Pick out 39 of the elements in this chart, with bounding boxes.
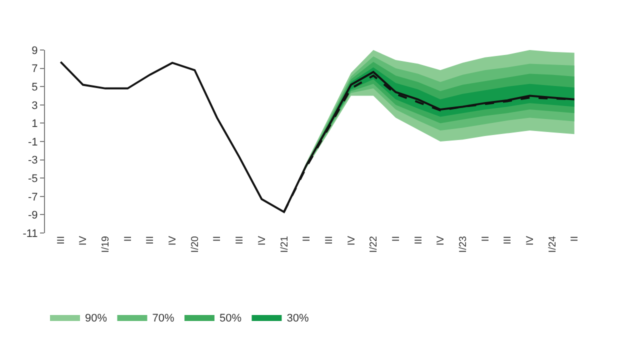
x-tick-label: I/21 [279,236,290,253]
y-tick-label: 3 [32,100,38,112]
x-tick-label: III [324,236,335,244]
legend-label: 50% [219,312,242,324]
x-tick-label: IV [78,236,90,246]
y-tick-label: 9 [32,44,38,57]
x-tick-label: IV [524,236,536,246]
x-tick-label: III [234,236,246,244]
legend-label: 30% [286,312,309,324]
y-tick-label: -5 [28,172,38,185]
x-tick-label: IV [256,236,268,246]
x-tick-label: III [413,236,424,244]
x-tick-label: I/23 [458,236,469,253]
x-tick-label: III [145,236,156,244]
x-tick-label: II [302,236,313,242]
legend-label: 90% [85,312,108,324]
x-tick-label: II [390,236,402,242]
x-tick-label: I/22 [368,236,380,253]
y-tick-label: -1 [28,136,38,148]
x-tick-label: II [480,236,492,242]
x-tick-label: I/19 [100,236,112,253]
y-tick-label: -3 [28,154,38,167]
x-tick-label: III [56,236,67,244]
x-tick-label: III [502,236,514,244]
y-tick-label: -7 [28,191,38,204]
y-tick-label: -9 [28,210,38,222]
x-tick-label: IV [436,236,447,246]
x-tick-label: IV [168,236,179,246]
x-tick-label: I/24 [547,236,558,253]
legend-label: 70% [152,312,174,324]
x-tick-label: II [570,236,581,242]
y-tick-label: 7 [32,63,38,76]
x-tick-label: II [212,236,224,242]
y-tick-label: 1 [32,118,38,130]
x-tick-label: II [122,236,134,242]
x-tick-label: IV [346,236,358,246]
y-tick-label: -11 [22,228,38,240]
y-tick-label: 5 [32,81,38,94]
x-tick-label: I/20 [190,236,201,253]
